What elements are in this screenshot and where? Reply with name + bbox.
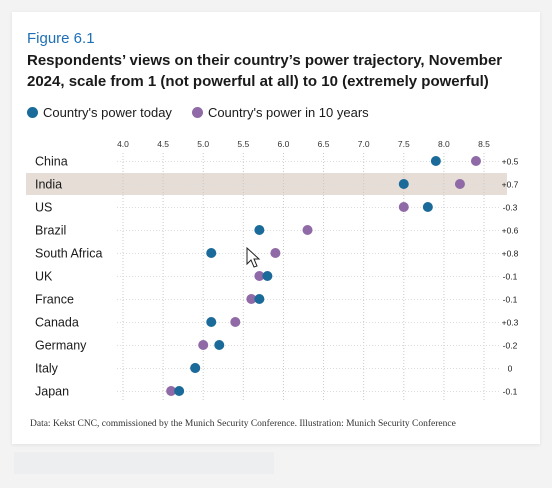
dot-future [230, 317, 241, 327]
change-label: -0.2 [503, 341, 518, 351]
x-tick-label: 5.5 [237, 139, 249, 149]
dot-today [262, 271, 273, 281]
x-tick-label: 4.0 [117, 139, 129, 149]
legend-item-today: Country's power today [27, 105, 172, 120]
category-label: Italy [35, 362, 59, 376]
category-label: Brazil [35, 224, 66, 238]
category-label: India [35, 178, 62, 192]
dot-plot-chart: 4.0 4.5 5.0 5.5 6.0 6.5 7.0 7.5 8.0 8.5 China India… [26, 139, 519, 401]
x-tick-label: 7.5 [398, 139, 410, 149]
legend-item-future: Country's power in 10 years [191, 105, 369, 120]
dot-today [214, 340, 225, 350]
dot-today [422, 202, 433, 212]
change-label: +0.6 [502, 226, 519, 236]
category-label: China [35, 155, 68, 169]
x-tick-label: 5.0 [197, 139, 209, 149]
dot-today [254, 225, 265, 235]
dot-future [302, 225, 313, 235]
category-label: Japan [35, 385, 69, 399]
x-tick-label: 6.5 [318, 139, 330, 149]
dot-today [254, 294, 265, 304]
change-label: -0.1 [503, 272, 518, 282]
change-label: -0.1 [503, 295, 518, 305]
x-tick-label: 8.5 [478, 139, 490, 149]
dot-future [246, 294, 257, 304]
legend-dot-future [191, 107, 203, 118]
category-label: France [35, 293, 74, 307]
change-label: +0.3 [502, 318, 519, 328]
dot-future [454, 179, 465, 189]
mouse-cursor-icon [246, 246, 261, 268]
change-label: +0.7 [502, 180, 519, 190]
dot-today [174, 386, 185, 396]
x-tick-label: 4.5 [157, 139, 169, 149]
category-label: Germany [35, 339, 87, 353]
legend-dot-today [27, 107, 38, 118]
dot-today [190, 363, 201, 373]
figure-card: Figure 6.1 Respondents’ views on their c… [12, 12, 540, 444]
dot-future [166, 386, 177, 396]
dot-future [270, 248, 281, 258]
dot-today [206, 248, 217, 258]
x-tick-label: 7.0 [358, 139, 370, 149]
source-note: Data: Kekst CNC, commissioned by the Mun… [30, 419, 456, 429]
dot-today [206, 317, 217, 327]
category-label: Canada [35, 316, 79, 330]
change-label: -0.1 [503, 387, 518, 397]
legend: Country's power today Country's power in… [27, 105, 389, 120]
legend-label-future: Country's power in 10 years [207, 105, 369, 120]
highlight-band [26, 173, 507, 195]
change-label: -0.3 [503, 203, 518, 213]
figure-label: Figure 6.1 [27, 30, 95, 47]
dot-future [398, 202, 409, 212]
dot-today [430, 156, 441, 166]
dot-future [254, 271, 265, 281]
change-label: +0.8 [502, 249, 519, 259]
legend-label-today: Country's power today [43, 105, 172, 120]
change-label: 0 [508, 364, 513, 374]
dot-future [470, 156, 481, 166]
category-label: South Africa [35, 247, 102, 261]
chart-title: Respondents’ views on their country’s po… [27, 52, 503, 90]
category-label: UK [35, 270, 53, 284]
x-tick-label: 8.0 [438, 139, 450, 149]
category-label: US [35, 201, 52, 215]
x-tick-label: 6.0 [278, 139, 290, 149]
change-label: +0.5 [502, 157, 519, 167]
dot-today [398, 179, 409, 189]
dot-future [198, 340, 209, 350]
faded-strip [14, 452, 274, 474]
